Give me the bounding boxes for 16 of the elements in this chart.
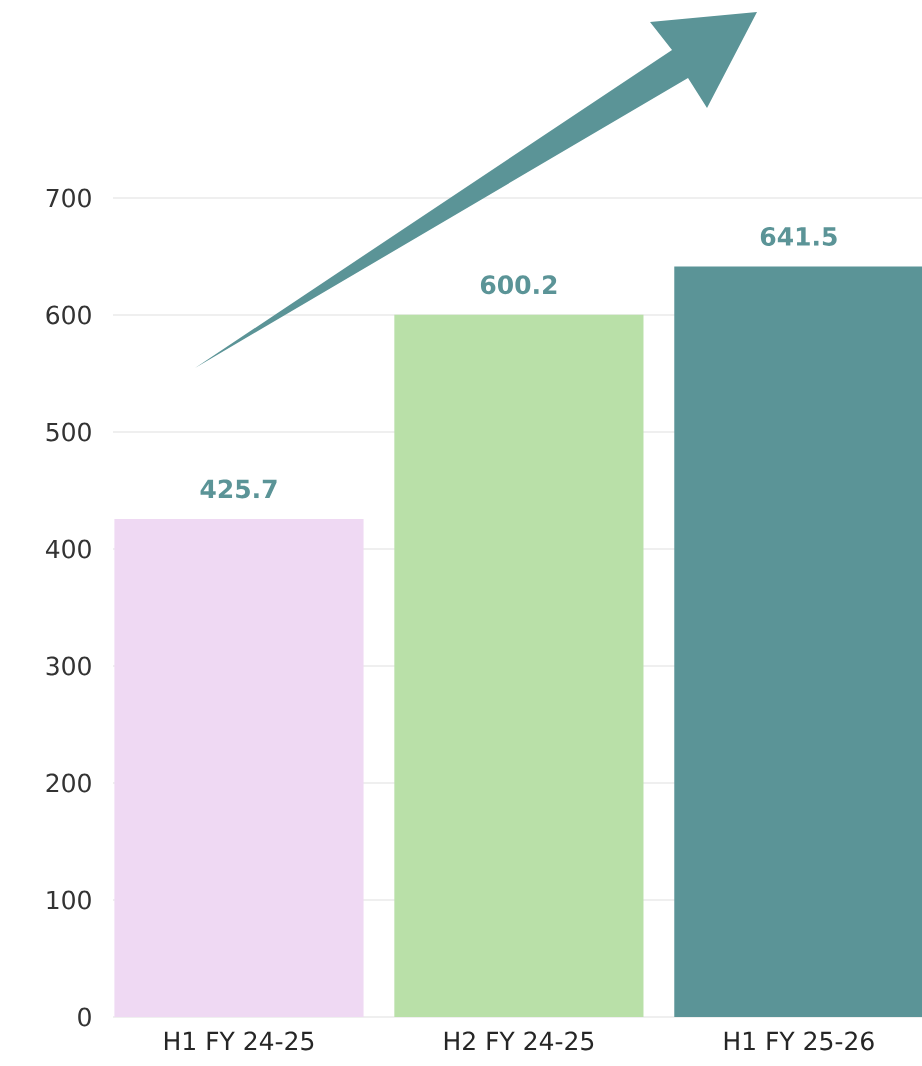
x-tick-label: H1 FY 24-25 <box>164 1031 314 1051</box>
bar <box>114 518 364 1017</box>
y-tick-label: 200 <box>46 773 91 793</box>
x-tick-label: H2 FY 24-25 <box>444 1031 594 1051</box>
y-tick-label: 600 <box>46 305 91 325</box>
data-label: 425.7 <box>200 479 277 499</box>
bar <box>674 266 922 1017</box>
data-label: 600.2 <box>480 275 557 295</box>
y-tick-label: 700 <box>46 188 91 208</box>
y-tick-label: 0 <box>78 1007 91 1027</box>
data-label: 641.5 <box>760 227 837 246</box>
y-tick-label: 500 <box>46 422 91 442</box>
y-tick-label: 400 <box>45 539 91 559</box>
y-tick-label: 300 <box>46 656 91 676</box>
y-tick-label: 100 <box>47 890 91 910</box>
x-tick-label: H1 FY 25-26 <box>724 1031 874 1051</box>
